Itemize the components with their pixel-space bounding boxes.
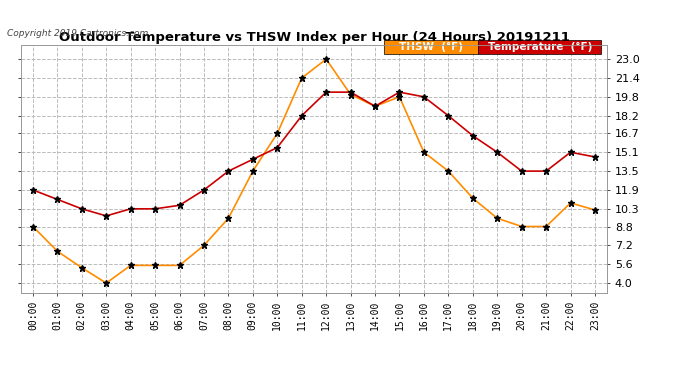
FancyBboxPatch shape bbox=[478, 40, 602, 54]
Title: Outdoor Temperature vs THSW Index per Hour (24 Hours) 20191211: Outdoor Temperature vs THSW Index per Ho… bbox=[59, 31, 569, 44]
FancyBboxPatch shape bbox=[384, 40, 478, 54]
Text: Copyright 2019 Cartronics.com: Copyright 2019 Cartronics.com bbox=[7, 28, 148, 38]
Text: THSW  (°F): THSW (°F) bbox=[400, 42, 463, 52]
Text: Temperature  (°F): Temperature (°F) bbox=[488, 42, 592, 52]
